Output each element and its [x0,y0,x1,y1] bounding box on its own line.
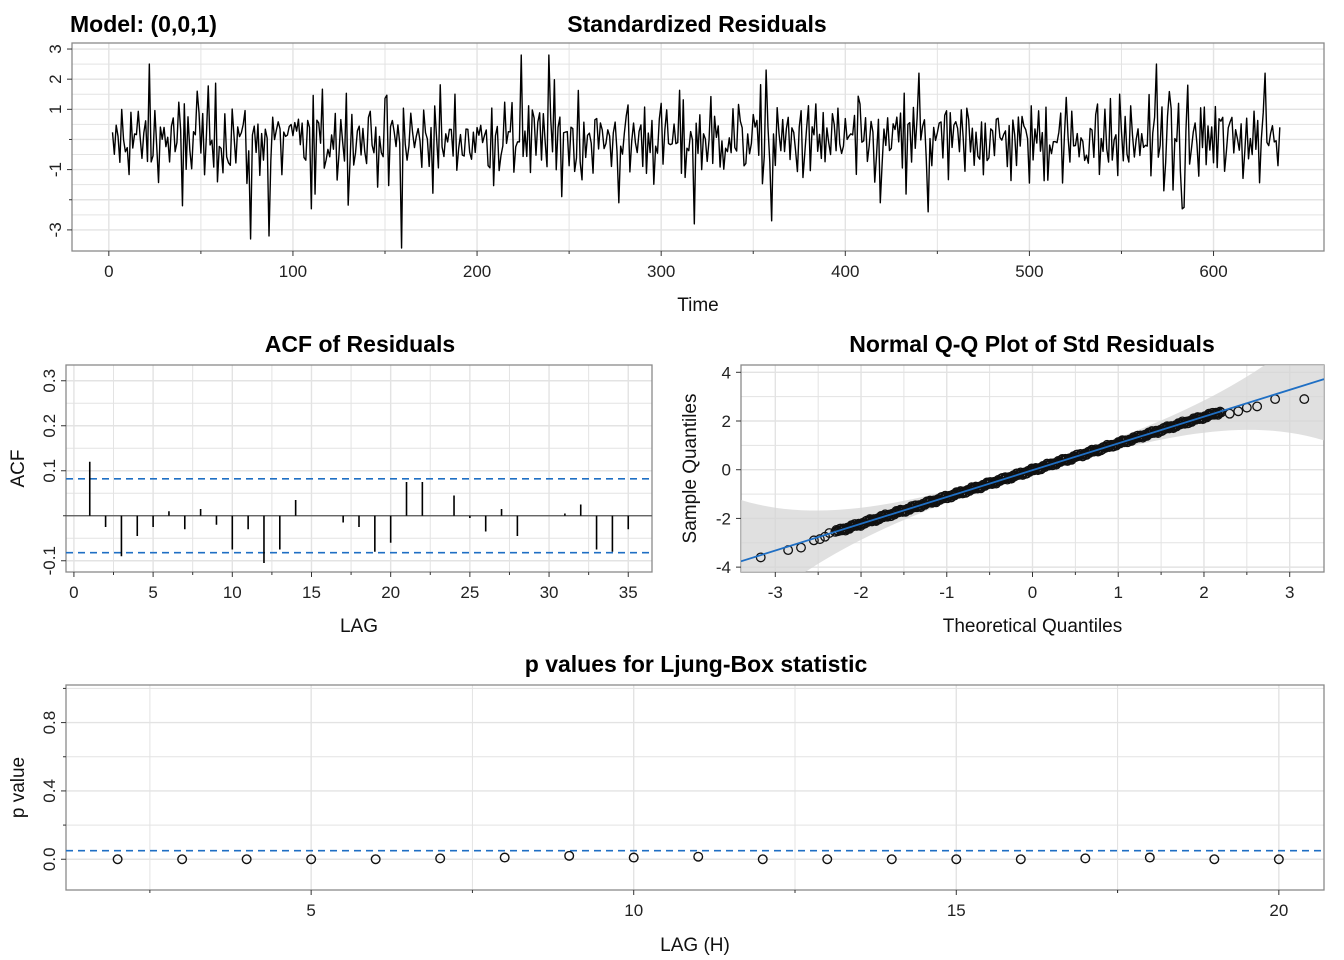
pvalue-point [112,854,123,865]
pvalue-point [693,851,704,862]
plot-frame [65,684,1325,891]
qq-reference-line [741,378,1324,563]
x-tick-label: 0 [1028,583,1037,602]
x-tick-label: -1 [939,583,954,602]
pvalue-point [1144,852,1155,863]
y-tick-label: 0.0 [40,847,59,871]
x-tick-label: 200 [463,262,491,281]
pvalue-point [1080,853,1091,864]
y-tick-label: -4 [716,558,731,577]
qq-panel: -3 -2 -1 0 1 2 3 4 2 0 -2 -4 Normal Q-Q Plot of Std … [680,331,1325,637]
pvalue-point [499,852,510,863]
y-tick-label: 0.2 [40,414,59,438]
x-axis-label: LAG [340,616,378,637]
qq-point [1215,406,1226,417]
chart-title: ACF of Residuals [265,331,455,357]
x-tick-label: 15 [947,901,966,920]
residuals-panel: 0 100 200 300 400 500 600 3 2 1 -1 -3 Standardized R… [46,11,1325,316]
pvalue-point [628,852,639,863]
pvalue-point [1209,854,1220,865]
x-tick-label: 400 [831,262,859,281]
x-axis-label: Time [677,295,719,316]
y-axis-label: ACF [8,450,29,488]
x-tick-label: 100 [279,262,307,281]
y-tick-label: 0.1 [40,459,59,483]
x-tick-label: 10 [223,583,242,602]
y-tick-label: -3 [46,222,65,237]
x-tick-label: 3 [1285,583,1294,602]
pvalue-point [241,854,252,865]
acf-panel: 0 5 10 15 20 25 30 35 0.3 0.2 0.1 -0.1 ACF of Residu… [8,331,653,637]
y-tick-label: 1 [46,105,65,114]
pvalue-point [177,854,188,865]
y-tick-label: 3 [46,44,65,53]
pvalue-point [822,854,833,865]
x-tick-label: 0 [104,262,113,281]
qq-point [1233,406,1244,417]
y-axis-label: Sample Quantiles [680,394,701,544]
x-tick-label: 30 [540,583,559,602]
x-tick-label: 5 [148,583,157,602]
x-tick-label: 15 [302,583,321,602]
y-tick-label: 0.3 [40,369,59,393]
x-tick-label: 20 [1269,901,1288,920]
x-tick-label: -3 [768,583,783,602]
qq-plot-area [741,365,1324,572]
pvalue-point [951,854,962,865]
x-tick-label: 300 [647,262,675,281]
x-tick-label: 5 [306,901,315,920]
pvalue-point [1015,854,1026,865]
y-tick-label: 2 [46,74,65,83]
y-axis-label: p value [8,757,29,818]
pvalue-point [306,854,317,865]
qq-point [814,534,825,545]
pvalue-point [370,854,381,865]
chart-title: p values for Ljung-Box statistic [525,651,868,677]
x-tick-label: -2 [853,583,868,602]
x-tick-label: 20 [381,583,400,602]
chart-title: Standardized Residuals [567,11,826,37]
x-tick-label: 10 [624,901,643,920]
model-label: Model: (0,0,1) [70,11,217,37]
chart-title: Normal Q-Q Plot of Std Residuals [849,331,1214,357]
qq-point [1252,401,1263,412]
pvalue-point [564,850,575,861]
plot-frame [71,42,1325,252]
x-axis-label: Theoretical Quantiles [943,616,1123,637]
pvalue-point [886,854,897,865]
y-tick-label: 4 [722,363,731,382]
y-tick-label: 0.8 [40,711,59,735]
y-tick-label: -2 [716,509,731,528]
residual-series-line [111,54,1281,249]
x-tick-label: 600 [1199,262,1227,281]
y-tick-label: 2 [722,412,731,431]
pvalue-point [435,853,446,864]
y-tick-label: -1 [46,162,65,177]
x-tick-label: 1 [1114,583,1123,602]
x-tick-label: 35 [619,583,638,602]
ljung-box-panel: 5 10 15 20 0.0 0.4 0.8 p values for Ljung-Box s… [8,651,1325,956]
plot-frame [65,364,653,573]
qq-point [1299,394,1310,405]
y-tick-label: 0 [722,461,731,480]
pvalue-point [757,854,768,865]
x-tick-label: 0 [69,583,78,602]
x-tick-label: 25 [460,583,479,602]
x-tick-label: 500 [1015,262,1043,281]
x-tick-label: 2 [1199,583,1208,602]
y-tick-label: -0.1 [40,546,59,575]
x-axis-label: LAG (H) [660,935,730,956]
pvalue-point [1273,854,1284,865]
y-tick-label: 0.4 [40,779,59,803]
